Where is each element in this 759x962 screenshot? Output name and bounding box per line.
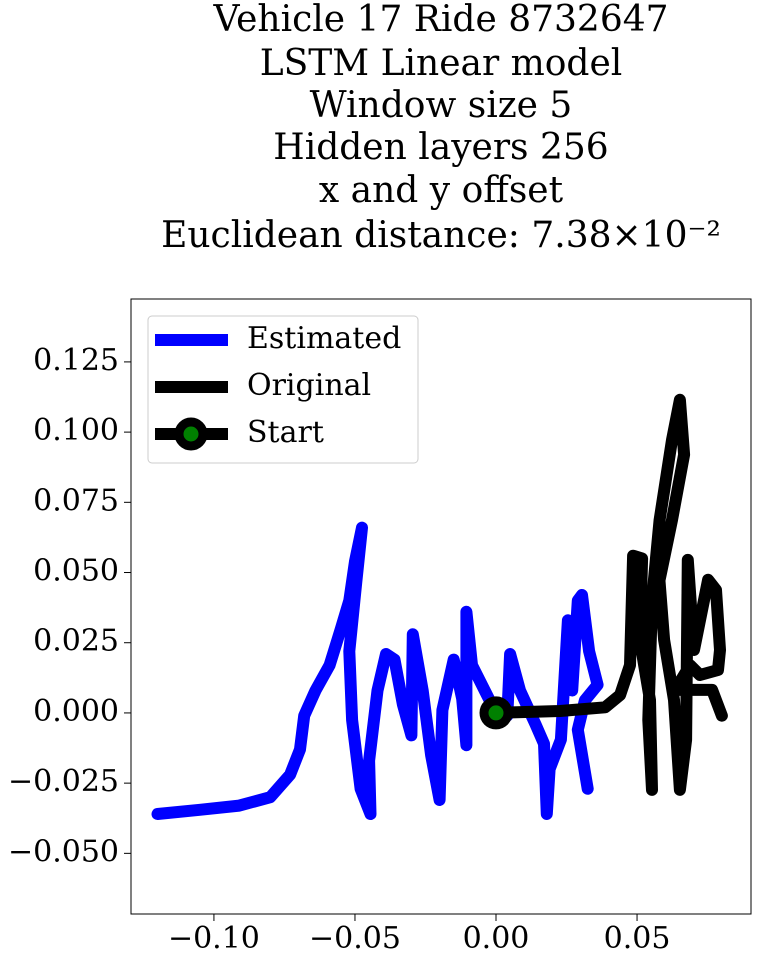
y-tick-label: −0.025 <box>8 764 119 799</box>
y-tick-label: 0.075 <box>33 483 119 518</box>
x-tick-label: −0.10 <box>168 921 260 956</box>
chart-title: x and y offset <box>319 170 564 211</box>
y-tick-label: −0.050 <box>8 834 119 869</box>
y-tick-label: 0.100 <box>33 413 119 448</box>
chart-title: Window size 5 <box>310 85 573 126</box>
y-tick-label: 0.050 <box>33 554 119 589</box>
x-tick-label: 0.00 <box>463 921 530 956</box>
legend-marker <box>174 417 208 451</box>
chart-title: LSTM Linear model <box>260 43 623 84</box>
x-tick-label: −0.05 <box>309 921 401 956</box>
legend-box <box>147 315 419 464</box>
legend-label: Estimated <box>247 321 401 356</box>
legend-label: Original <box>247 368 371 403</box>
start-marker <box>479 696 513 730</box>
line <box>490 393 728 796</box>
x-tick-label: 0.05 <box>604 921 671 956</box>
y-tick-label: 0.125 <box>33 343 119 378</box>
chart-title: Hidden layers 256 <box>273 127 608 168</box>
legend-label: Start <box>247 415 324 450</box>
chart-title: Euclidean distance: 7.38×10⁻² <box>161 215 721 256</box>
y-tick-label: 0.000 <box>33 694 119 729</box>
line <box>151 521 604 820</box>
y-tick-label: 0.025 <box>33 624 119 659</box>
chart-title: Vehicle 17 Ride 8732647 <box>212 0 668 40</box>
plot-frame <box>130 298 752 915</box>
